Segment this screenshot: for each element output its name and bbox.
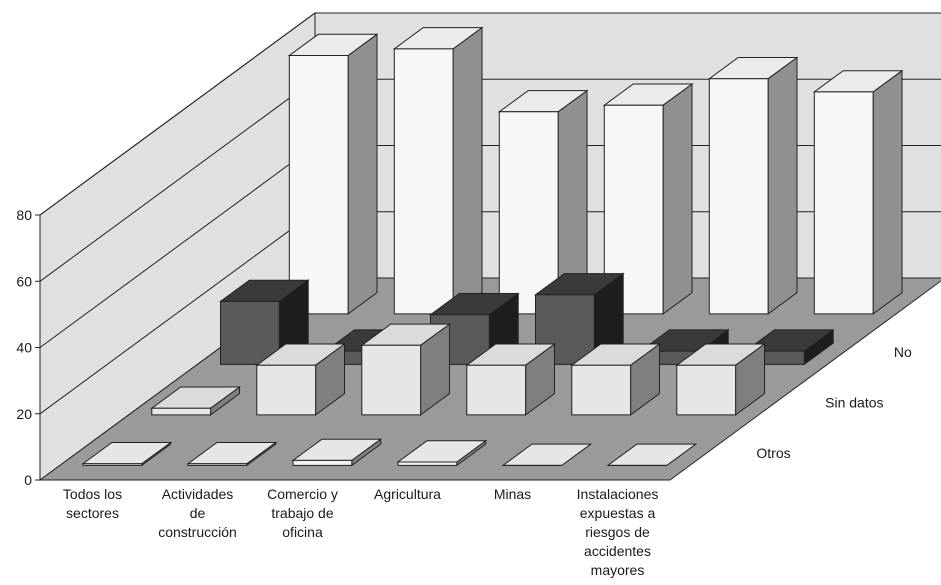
bar-no-1 xyxy=(218,279,310,366)
bar-si-6-front xyxy=(813,91,874,315)
gridline-80 xyxy=(39,12,941,216)
x-tick-label: Actividades de construcción xyxy=(158,486,237,540)
bar-si-6 xyxy=(812,69,904,315)
bar-si-4 xyxy=(602,83,694,315)
bar-si-5-front xyxy=(708,78,769,315)
bar-sin-datos-1 xyxy=(150,386,242,416)
bar-otros-2-front xyxy=(187,463,248,466)
bar-sin-datos-5 xyxy=(570,343,662,416)
bar-si-1-side xyxy=(347,33,378,315)
bar-sin-datos-4 xyxy=(465,343,557,416)
y-tick-label: 60 xyxy=(16,273,32,289)
bar-si-2-side xyxy=(452,26,483,315)
x-tick-label: Comercio y trabajo de oficina xyxy=(267,486,338,540)
chart-axes xyxy=(35,214,41,481)
bar-sin-datos-6 xyxy=(675,343,767,416)
bar-si-1-front xyxy=(288,55,349,315)
bar-si-2 xyxy=(392,26,484,315)
chart-labels: 0 20 40 60 80 Todos los sectores Actividades de c… xyxy=(16,207,912,578)
x-tick-label: Minas xyxy=(494,486,531,502)
bar-sin-datos-3-front xyxy=(361,344,422,416)
bar-si-2-front xyxy=(393,48,454,315)
series-label: Otros xyxy=(756,445,790,461)
bar-si-6-side xyxy=(872,69,903,315)
bar-si-3 xyxy=(497,89,589,315)
bar-si-5 xyxy=(707,56,799,315)
x-tick-label: Agricultura xyxy=(374,486,441,502)
bar-sin-datos-2-front xyxy=(256,364,317,416)
series-label: Sin datos xyxy=(825,394,883,410)
bar-si-4-front xyxy=(603,104,664,315)
bar-otros-6 xyxy=(606,443,698,466)
bar-si-1 xyxy=(287,33,379,315)
bar-sin-datos-3 xyxy=(360,323,452,416)
bar-otros-2 xyxy=(186,441,278,467)
y-tick-label: 20 xyxy=(16,406,32,422)
bar-otros-1-front xyxy=(82,463,143,466)
bar-sin-datos-2 xyxy=(255,343,347,416)
bar-no-4 xyxy=(533,272,625,366)
y-tick-label: 0 xyxy=(24,472,32,488)
bar-otros-5 xyxy=(501,443,593,466)
x-tick-label: Instalaciones expuestas a riesgos de accide… xyxy=(577,486,659,578)
bar-sin-datos-5-front xyxy=(571,364,632,416)
y-tick-label: 40 xyxy=(16,340,32,356)
bar-otros-1 xyxy=(81,441,173,467)
bar-si-3-front xyxy=(498,111,559,315)
bar-sin-datos-6-front xyxy=(676,364,737,416)
chart-bars xyxy=(81,26,904,467)
bar-otros-4-front xyxy=(397,461,458,466)
y-tick-label: 80 xyxy=(16,207,32,223)
bar-sin-datos-4-front xyxy=(466,364,527,416)
x-tick-label: Todos los sectores xyxy=(63,486,122,521)
bar-si-5-side xyxy=(767,56,798,315)
bar-otros-3 xyxy=(291,438,383,467)
bar-otros-3-front xyxy=(292,459,353,466)
series-label: No xyxy=(894,344,912,360)
bar-si-4-side xyxy=(662,83,693,315)
bar-otros-4 xyxy=(396,439,488,467)
bar-sin-datos-1-front xyxy=(151,407,212,416)
